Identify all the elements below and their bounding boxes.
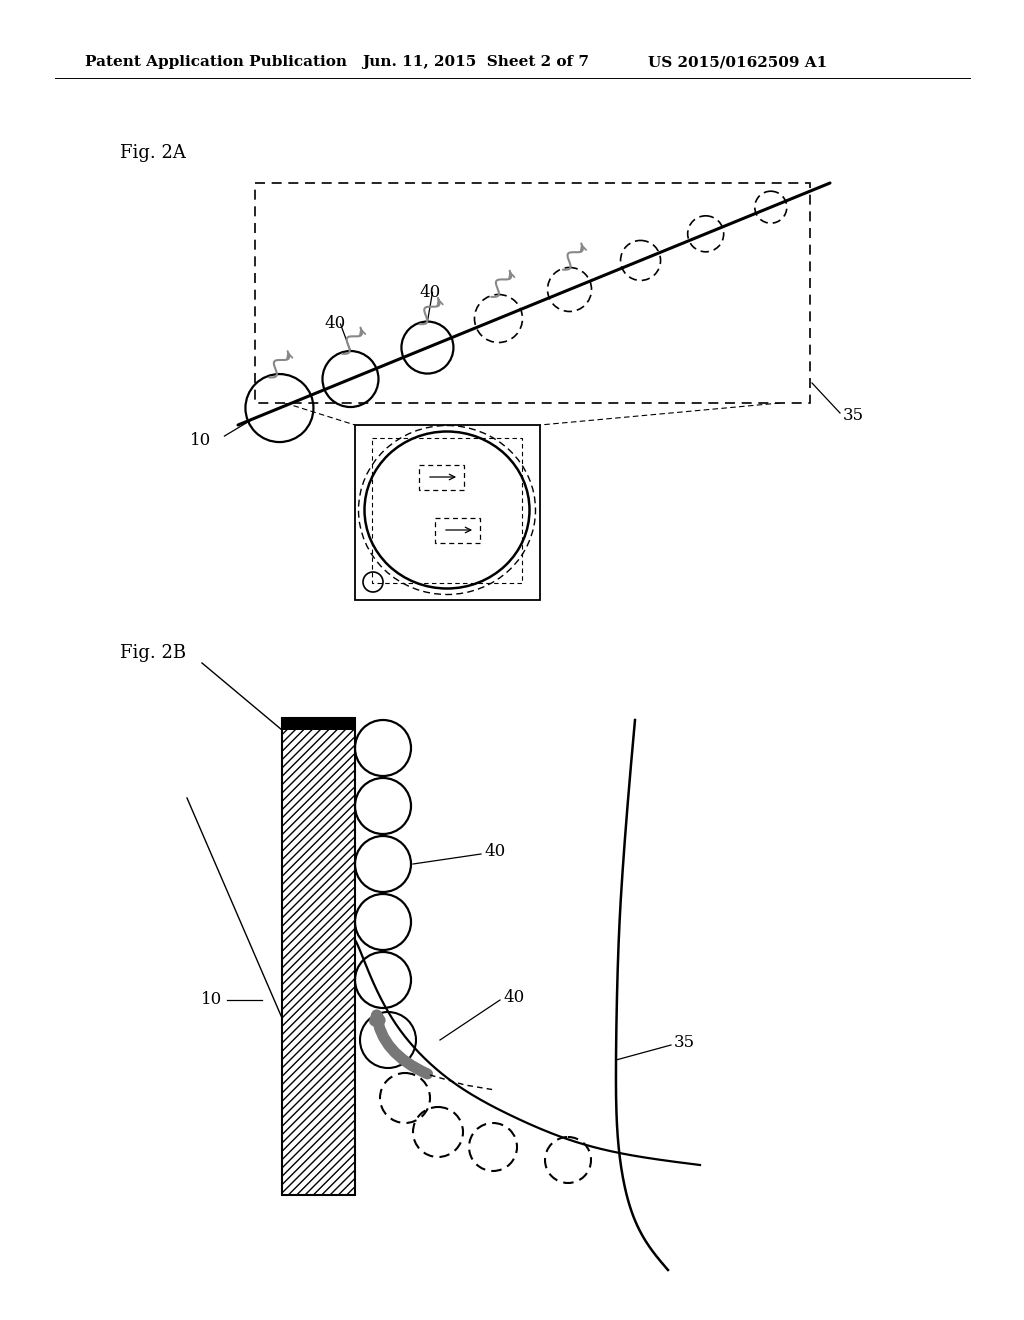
Text: 40: 40	[420, 284, 441, 301]
Text: 10: 10	[190, 432, 211, 449]
Text: 40: 40	[484, 843, 505, 861]
Bar	[282, 718, 355, 730]
Text: Jun. 11, 2015  Sheet 2 of 7: Jun. 11, 2015 Sheet 2 of 7	[362, 55, 589, 69]
Bar	[419, 465, 464, 490]
Text: 35: 35	[674, 1035, 695, 1052]
Bar	[372, 438, 522, 583]
Text: US 2015/0162509 A1: US 2015/0162509 A1	[648, 55, 827, 69]
Bar	[255, 183, 810, 403]
Text: Patent Application Publication: Patent Application Publication	[85, 55, 347, 69]
Bar	[282, 718, 355, 1195]
Text: 35: 35	[843, 407, 864, 424]
Bar	[282, 718, 355, 1195]
Text: 40: 40	[325, 315, 346, 333]
Text: 10: 10	[201, 991, 222, 1008]
Text: 40: 40	[503, 990, 524, 1006]
Bar	[355, 425, 540, 601]
Text: Fig. 2A: Fig. 2A	[120, 144, 186, 162]
Bar	[435, 517, 480, 543]
Text: Fig. 2B: Fig. 2B	[120, 644, 186, 663]
